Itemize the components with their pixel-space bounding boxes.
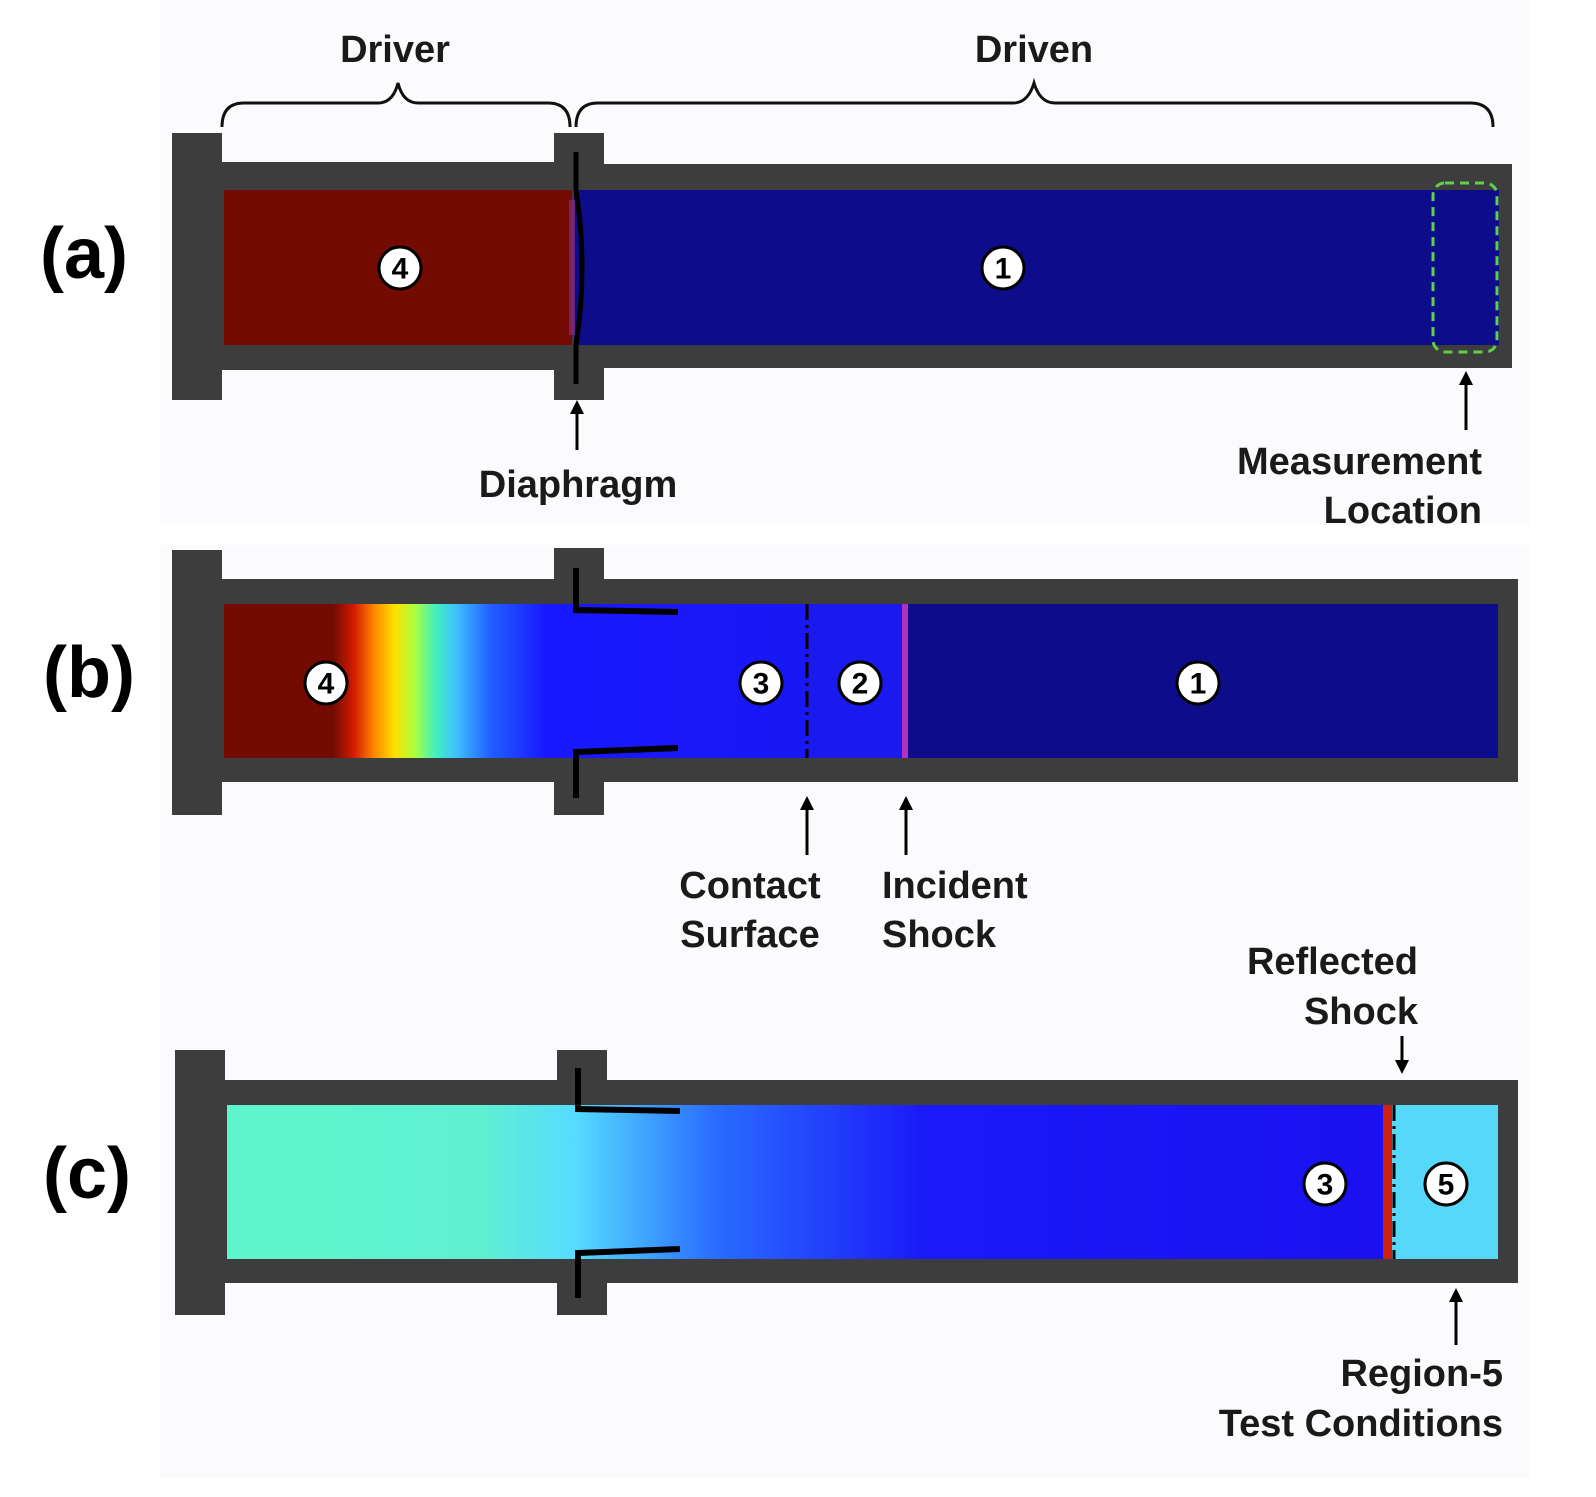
incident-shock-front bbox=[902, 604, 908, 758]
measurement-arrow-head bbox=[1459, 371, 1473, 385]
region-number: 4 bbox=[392, 253, 409, 286]
region5-label-line-1: Region-5 bbox=[1340, 1353, 1503, 1395]
region5-label-line-2: Test Conditions bbox=[1219, 1403, 1503, 1445]
panel-b: (b) 4 3 2 1 Contact Surface Incident bbox=[43, 548, 1518, 956]
region-marker bbox=[377, 245, 423, 291]
diaphragm-arrow-head bbox=[570, 400, 584, 414]
region-number: 1 bbox=[1190, 668, 1207, 701]
reflected-shock-arrow-head bbox=[1395, 1060, 1409, 1074]
panel-a: (a) Driver Driven 4 1 Diaphragm Measurem… bbox=[40, 29, 1512, 532]
driver-brace bbox=[220, 82, 572, 128]
measurement-location-box bbox=[1431, 181, 1499, 354]
diaphragm-petal-top bbox=[575, 1068, 681, 1114]
contact-label-line-1: Contact bbox=[679, 865, 821, 907]
region-number: 3 bbox=[1317, 1169, 1334, 1202]
region-number: 4 bbox=[318, 668, 335, 701]
region-number: 5 bbox=[1438, 1169, 1455, 1202]
incident-shock-arrow-head bbox=[899, 796, 913, 810]
driven-brace bbox=[574, 77, 1495, 128]
region-marker bbox=[738, 660, 784, 706]
diaphragm-label: Diaphragm bbox=[479, 464, 677, 506]
diaphragm-petal-bottom bbox=[573, 745, 679, 798]
driver-end-cap bbox=[175, 1050, 225, 1315]
incident-label-line-1: Incident bbox=[882, 865, 1028, 907]
region-marker bbox=[1423, 1161, 1469, 1207]
panel-b-label: (b) bbox=[43, 633, 135, 713]
driven-gas-region-1 bbox=[574, 190, 1499, 345]
panel-a-label: (a) bbox=[40, 214, 128, 294]
panel-c: (c) Reflected Shock 3 5 Region-5 Test Co… bbox=[43, 941, 1518, 1445]
expanded-gas-region-3 bbox=[227, 1105, 1387, 1259]
diaphragm-petal-bottom bbox=[575, 1246, 681, 1298]
region-marker bbox=[1175, 660, 1221, 706]
driver-label: Driver bbox=[340, 29, 450, 71]
diaphragm bbox=[573, 152, 585, 384]
measurement-label-line-1: Measurement bbox=[1237, 441, 1482, 483]
region-number: 3 bbox=[753, 668, 770, 701]
contact-label-line-2: Surface bbox=[680, 914, 819, 956]
measurement-label-line-2: Location bbox=[1324, 490, 1482, 532]
region-marker bbox=[303, 660, 349, 706]
diaphragm-petal-top bbox=[573, 568, 679, 615]
driven-label: Driven bbox=[975, 29, 1093, 71]
region-marker bbox=[1302, 1161, 1348, 1207]
reflected-label-line-1: Reflected bbox=[1247, 941, 1418, 983]
region5-arrow-head bbox=[1449, 1288, 1463, 1302]
reflected-shock-front bbox=[1383, 1105, 1392, 1259]
reflected-label-line-2: Shock bbox=[1304, 991, 1419, 1033]
region-number: 1 bbox=[995, 253, 1012, 286]
driver-end-cap bbox=[172, 133, 222, 400]
region-marker bbox=[837, 660, 883, 706]
driver-end-cap bbox=[172, 550, 222, 815]
incident-label-line-2: Shock bbox=[882, 914, 997, 956]
contact-surface-arrow-head bbox=[800, 796, 814, 810]
panel-c-label: (c) bbox=[43, 1134, 131, 1214]
diaphragm-interface bbox=[569, 200, 575, 335]
region-marker bbox=[980, 245, 1026, 291]
region-number: 2 bbox=[852, 668, 869, 701]
